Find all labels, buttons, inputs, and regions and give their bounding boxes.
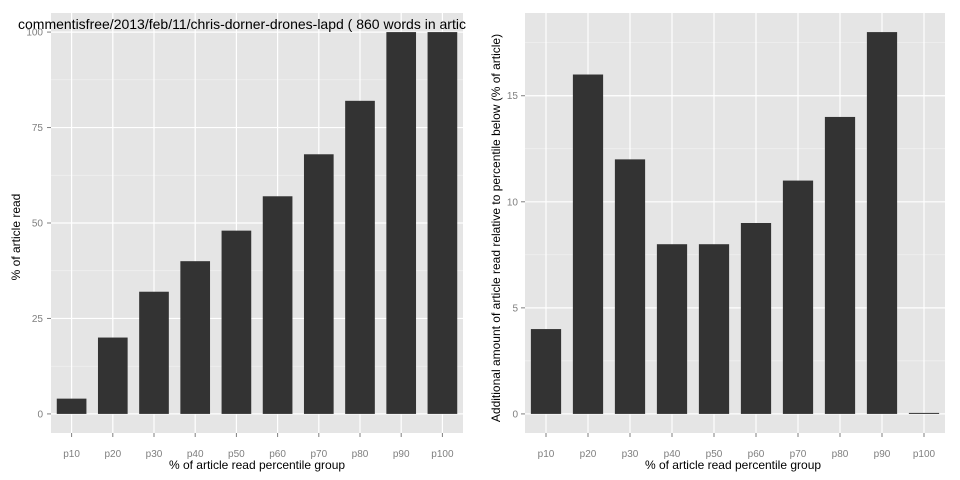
x-tick-label: p50: [228, 449, 245, 460]
bar-p30: [614, 159, 646, 414]
x-tick-label: p70: [310, 449, 327, 460]
x-tick-label: p80: [352, 449, 369, 460]
bar-p80: [345, 100, 375, 414]
x-tick-label: p10: [538, 449, 555, 460]
x-tick-label: p90: [874, 449, 891, 460]
bar-p10: [530, 329, 562, 414]
bar-p20: [572, 74, 604, 414]
left-chart: commentisfree/2013/feb/11/chris-dorner-d…: [9, 13, 466, 472]
x-tick-label: p20: [104, 449, 121, 460]
y-tick-label: 75: [32, 123, 44, 134]
y-tick-label: 100: [26, 28, 43, 39]
x-tick-label: p100: [913, 449, 936, 460]
x-tick-label: p70: [790, 449, 807, 460]
bar-p70: [782, 180, 814, 414]
bar-p40: [656, 244, 688, 414]
plot-area: [51, 13, 463, 433]
y-axis-title: Additional amount of article read relati…: [489, 34, 503, 422]
y-tick-label: 0: [37, 409, 43, 420]
x-axis-title: % of article read percentile group: [169, 458, 345, 472]
bar-p90: [386, 32, 417, 414]
y-tick-label: 25: [32, 314, 44, 325]
bar-p100: [908, 412, 940, 414]
x-tick-label: p40: [187, 449, 204, 460]
x-tick-label: p60: [748, 449, 765, 460]
x-tick-label: p30: [146, 449, 163, 460]
x-tick-label: p90: [393, 449, 410, 460]
bar-p100: [427, 32, 458, 414]
x-tick-label: p10: [63, 449, 80, 460]
x-tick-label: p100: [431, 449, 454, 460]
bar-p80: [824, 116, 856, 414]
bar-p50: [698, 244, 730, 414]
bar-p30: [139, 291, 169, 414]
bar-p70: [303, 154, 334, 414]
bar-p10: [56, 398, 87, 414]
x-tick-label: p40: [664, 449, 681, 460]
x-axis-title: % of article read percentile group: [645, 458, 821, 472]
y-tick-label: 50: [32, 219, 44, 230]
x-tick-label: p30: [622, 449, 639, 460]
x-tick-label: p50: [706, 449, 723, 460]
bar-p90: [866, 32, 898, 414]
y-axis-title: % of article read: [9, 194, 23, 281]
y-tick-label: 10: [507, 197, 519, 208]
y-tick-label: 0: [512, 409, 518, 420]
y-tick-label: 5: [512, 303, 518, 314]
x-tick-label: p60: [269, 449, 286, 460]
plot-area: [525, 13, 945, 433]
x-tick-label: p20: [580, 449, 597, 460]
y-tick-label: 15: [507, 91, 519, 102]
bar-p60: [740, 223, 772, 414]
right-chart: % of article read percentile group Addit…: [489, 13, 945, 472]
bar-p20: [97, 337, 128, 414]
bar-p40: [180, 261, 211, 414]
bar-p60: [262, 196, 293, 414]
x-tick-label: p80: [832, 449, 849, 460]
chart-title: commentisfree/2013/feb/11/chris-dorner-d…: [18, 16, 466, 32]
bar-p50: [221, 230, 252, 414]
